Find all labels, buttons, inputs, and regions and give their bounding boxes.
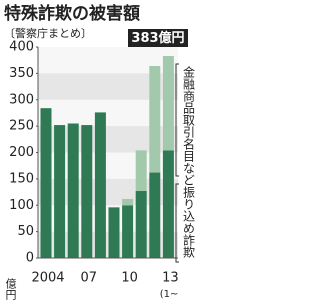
y-tick-label: 150 [9, 171, 34, 186]
y-tick-label: 350 [9, 66, 34, 81]
annotation: 383億円 [131, 30, 184, 46]
y-tick-label: 100 [9, 198, 34, 213]
bar [122, 198, 134, 206]
legend-entry: 振り込め詐欺 [182, 186, 196, 259]
chart-title: 特殊詐欺の被害額 [4, 3, 140, 24]
bar [122, 205, 134, 258]
bar [135, 150, 147, 192]
y-tick-label: 50 [17, 224, 34, 239]
legend-entry: 金融商品取引名目など [182, 65, 196, 186]
y-tick-label: 200 [9, 145, 34, 160]
y-tick-label: 0 [26, 251, 34, 266]
bar [149, 172, 161, 258]
bar [108, 207, 120, 258]
y-unit: 億円 [4, 278, 17, 301]
y-tick-label: 400 [9, 40, 34, 55]
bar [40, 108, 52, 258]
chart: 特殊詐欺の被害額 〔警察庁まとめ〕 0 50 100 150 200 250 300 350 4… [4, 3, 200, 301]
annotation-box [128, 29, 188, 47]
legend-bg [178, 60, 200, 300]
x-tick-label: 13 [162, 271, 179, 286]
bar [81, 125, 93, 258]
bar [162, 55, 174, 151]
bar [162, 150, 174, 258]
x-tick-label: 2004 [31, 271, 64, 286]
bar [94, 112, 106, 258]
chart-subtitle: 〔警察庁まとめ〕 [4, 26, 92, 40]
y-tick-label: 300 [9, 92, 34, 107]
bar [149, 65, 161, 173]
legend-bracket [175, 63, 179, 263]
bar [67, 123, 79, 258]
x-tick-label: 07 [81, 271, 98, 286]
bar [135, 191, 147, 258]
bar [54, 125, 66, 258]
x-tick-label: 10 [121, 271, 138, 286]
y-tick-label: 250 [9, 119, 34, 134]
